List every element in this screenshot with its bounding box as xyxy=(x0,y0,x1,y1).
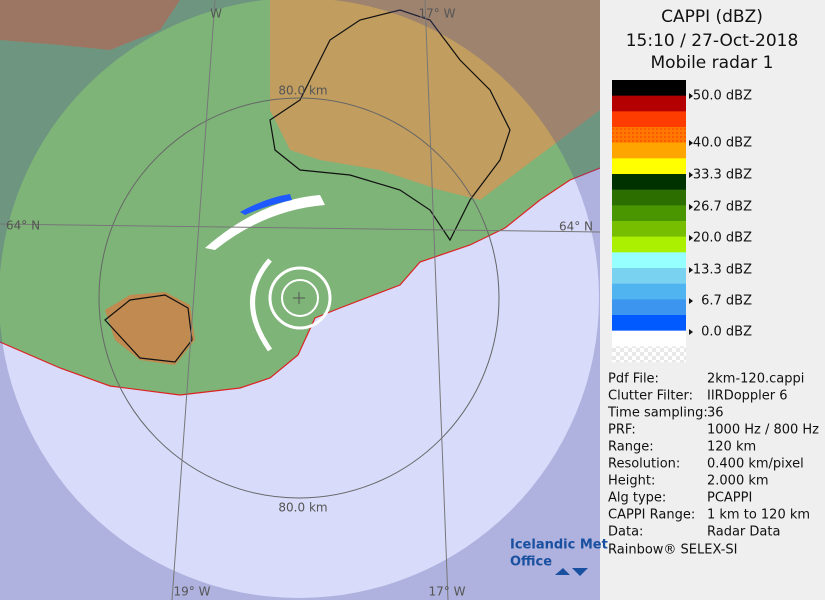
meridian xyxy=(171,0,216,600)
meridian xyxy=(424,0,449,600)
map-label: 80.0 km xyxy=(278,501,327,515)
map-label: 64° N xyxy=(6,219,40,233)
scale-label: 20.0 dBZ xyxy=(693,231,752,246)
echo xyxy=(205,195,325,250)
echo xyxy=(250,258,273,352)
scale-arrow xyxy=(689,204,693,210)
swatch xyxy=(612,205,686,222)
map-label: 17° W xyxy=(419,7,456,21)
map-label: W xyxy=(210,7,222,21)
color-scale xyxy=(612,80,686,363)
parallel xyxy=(0,223,600,233)
swatch xyxy=(612,189,686,206)
scale-label: 33.3 dBZ xyxy=(693,168,752,183)
scale-arrow xyxy=(689,172,693,178)
info-value: 120 km xyxy=(707,440,756,455)
info-key: PRF: xyxy=(608,423,636,438)
map-label: 80.0 km xyxy=(278,84,327,98)
scale-arrow xyxy=(689,93,693,99)
glacier xyxy=(104,294,193,363)
highland xyxy=(270,0,600,200)
swatch xyxy=(612,283,686,300)
info-key: Time sampling: xyxy=(607,406,708,421)
swatch xyxy=(612,158,686,175)
scale-label: 0.0 dBZ xyxy=(701,325,752,340)
info-key: Pdf File: xyxy=(608,372,659,387)
echo xyxy=(281,279,319,317)
swatch xyxy=(612,299,686,316)
title-line: CAPPI (dBZ) xyxy=(661,7,763,27)
info-value: 2km-120.cappi xyxy=(707,372,804,387)
scale-label: 40.0 dBZ xyxy=(693,136,752,151)
scale-arrow xyxy=(689,235,693,241)
info-value: 2.000 km xyxy=(707,474,769,489)
swatch xyxy=(612,221,686,237)
info-key: Data: xyxy=(608,525,643,540)
info-value: 1000 Hz / 800 Hz xyxy=(707,423,819,438)
swatch xyxy=(612,252,686,269)
info-value: IIRDoppler 6 xyxy=(707,389,788,404)
map-label: 17° W xyxy=(429,585,466,599)
map xyxy=(0,0,600,600)
info-footer: Rainbow® SELEX-SI xyxy=(608,543,738,558)
logo-text: Icelandic Met xyxy=(510,538,608,553)
echo xyxy=(240,194,292,215)
logo-mark xyxy=(555,568,588,576)
highland xyxy=(0,0,180,50)
radar-site xyxy=(293,292,305,304)
swatch xyxy=(612,142,686,159)
title-line: Mobile radar 1 xyxy=(651,53,774,73)
swatch xyxy=(612,330,686,347)
swatch xyxy=(612,127,686,143)
swatch xyxy=(612,315,686,331)
scale-arrow xyxy=(689,267,693,273)
title-line: 15:10 / 27-Oct-2018 xyxy=(626,31,799,51)
info-value: PCAPPI xyxy=(707,491,752,506)
info-value: 36 xyxy=(707,406,724,421)
scale-arrow xyxy=(689,329,693,335)
scale-label: 26.7 dBZ xyxy=(693,200,752,215)
scale-label: 50.0 dBZ xyxy=(693,89,752,104)
map-label: 19° W xyxy=(174,585,211,599)
scale-arrow xyxy=(689,140,693,146)
info-key: Resolution: xyxy=(608,457,680,472)
highland xyxy=(105,292,195,365)
glacier xyxy=(269,9,511,242)
scale-label: 13.3 dBZ xyxy=(693,263,752,278)
scale-label: 6.7 dBZ xyxy=(701,294,752,309)
scale-arrow xyxy=(689,298,693,304)
swatch xyxy=(612,268,686,284)
map-label: 64° N xyxy=(559,220,593,234)
swatch xyxy=(612,174,686,190)
info-value: 1 km to 120 km xyxy=(707,508,810,523)
swatch xyxy=(612,111,686,128)
info-key: CAPPI Range: xyxy=(608,508,695,523)
echo xyxy=(268,266,332,330)
swatch xyxy=(612,236,686,253)
info-key: Range: xyxy=(608,440,654,455)
info-value: 0.400 km/pixel xyxy=(707,457,804,472)
range-ring xyxy=(98,97,500,499)
info-key: Alg type: xyxy=(608,491,666,506)
swatch xyxy=(612,80,686,96)
info-key: Clutter Filter: xyxy=(608,389,693,404)
info-key: Height: xyxy=(608,474,655,489)
swatch xyxy=(612,95,686,112)
info-value: Radar Data xyxy=(707,525,780,540)
logo-text: Office xyxy=(510,555,552,570)
swatch xyxy=(612,346,686,363)
range-mask xyxy=(0,0,600,600)
